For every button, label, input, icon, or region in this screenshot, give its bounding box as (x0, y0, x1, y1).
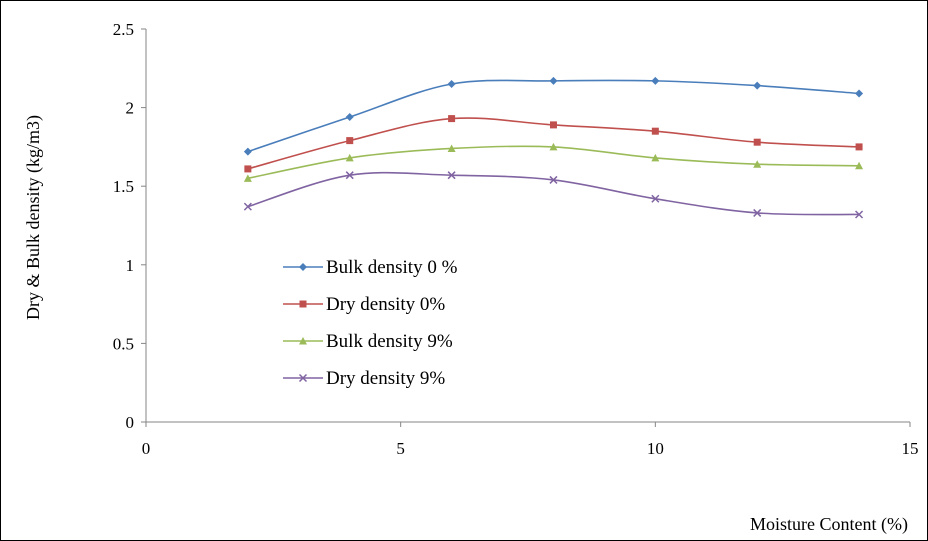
tick-labels: 0 0.5 1 1.5 2 2.5 0 5 10 15 (113, 20, 919, 458)
series-4 (243, 171, 864, 219)
data-point (651, 194, 660, 203)
marker-stroke (243, 202, 252, 211)
legend-marker (299, 263, 307, 271)
data-point (753, 208, 762, 217)
x-tick-label: 5 (396, 439, 405, 458)
data-point (345, 153, 354, 162)
data-point (855, 89, 864, 98)
data-point (753, 81, 762, 90)
legend-marker (299, 300, 307, 308)
y-tick-label: 1.5 (113, 177, 134, 196)
legend-label: Dry density 9% (326, 368, 445, 389)
data-point (345, 113, 354, 122)
data-point (243, 147, 252, 156)
data-point (243, 174, 252, 182)
legend-item: Dry density 9% (283, 368, 445, 389)
data-point (753, 138, 761, 146)
y-tick-label: 0.5 (113, 334, 134, 353)
marker-stroke (298, 373, 308, 383)
y-tick-label: 1 (126, 256, 135, 275)
axes (141, 28, 911, 427)
legend-item: Dry density 0% (283, 294, 445, 315)
marker-stroke (651, 194, 660, 203)
series-2 (244, 115, 863, 173)
data-point (549, 121, 557, 129)
x-tick-label: 0 (142, 439, 151, 458)
series-line (247, 79, 860, 153)
data-point (651, 127, 659, 135)
x-tick-label: 15 (902, 439, 919, 458)
y-tick-label: 2.5 (113, 20, 134, 39)
data-point (244, 165, 252, 173)
y-axis-title: Dry & Bulk density (kg/m3) (23, 115, 44, 320)
data-point (345, 171, 354, 180)
legend-marker (298, 373, 308, 383)
marker-stroke (855, 210, 864, 219)
data-point (549, 175, 558, 184)
data-point (447, 171, 456, 180)
data-point (447, 144, 456, 152)
data-point (855, 143, 863, 151)
y-tick-label: 0 (126, 413, 135, 432)
data-point (855, 161, 864, 170)
data-point (448, 115, 456, 123)
data-point (549, 142, 558, 151)
series-line (247, 145, 860, 180)
legend-label: Bulk density 9% (326, 331, 453, 352)
data-point (651, 153, 660, 162)
legend-item: Bulk density 9% (283, 331, 453, 352)
legend-item: Bulk density 0 % (283, 257, 458, 278)
y-tick-label: 2 (126, 99, 135, 118)
x-tick-label: 10 (647, 439, 664, 458)
data-point (447, 80, 456, 89)
data-point (855, 210, 864, 219)
legend-marker (299, 337, 307, 345)
marker-stroke (753, 208, 762, 217)
series-3 (243, 142, 864, 182)
data-point (346, 137, 354, 145)
series-layer (243, 76, 864, 219)
data-point (651, 76, 660, 85)
data-point (549, 76, 558, 85)
marker-stroke (447, 171, 456, 180)
marker-stroke (345, 171, 354, 180)
legend-label: Dry density 0% (326, 294, 445, 315)
x-axis-title: Moisture Content (%) (750, 514, 908, 535)
legend: Bulk density 0 % Dry density 0% Bulk densi… (283, 257, 458, 389)
data-point (243, 202, 252, 211)
data-point (753, 160, 762, 168)
legend-label: Bulk density 0 % (326, 257, 458, 278)
series-1 (243, 76, 864, 156)
marker-stroke (549, 175, 558, 184)
